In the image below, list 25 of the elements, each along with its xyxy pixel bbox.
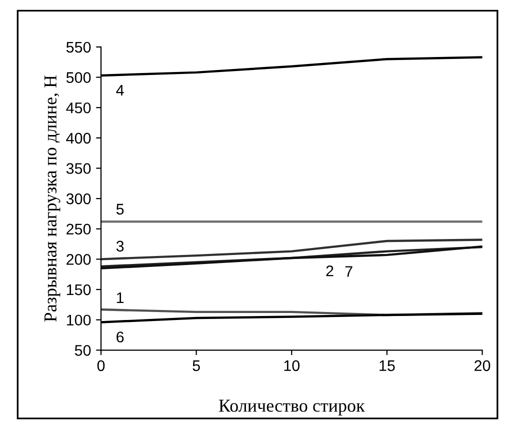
y-tick-label: 250 xyxy=(66,224,91,235)
y-tick-label: 500 xyxy=(66,72,91,83)
annotation: 2 xyxy=(326,266,334,276)
x-tick-label: 5 xyxy=(192,360,200,372)
y-axis-title: Разрывная нагрузка по длине, Н xyxy=(44,75,60,322)
y-tick-label: 150 xyxy=(66,284,91,296)
x-tick-label: 20 xyxy=(474,360,490,372)
y-tick-label: 400 xyxy=(66,132,91,144)
y-tick-label: 200 xyxy=(66,254,91,265)
annotation: 5 xyxy=(116,204,124,215)
y-tick-label: 350 xyxy=(66,163,91,174)
x-tick-label: 15 xyxy=(380,360,395,372)
y-tick-label: 100 xyxy=(66,314,91,326)
y-tick-label: 300 xyxy=(66,193,91,204)
y-tick-label: 50 xyxy=(74,345,91,356)
annotation: 6 xyxy=(116,332,124,342)
annotation: 1 xyxy=(116,292,124,303)
annotation: 4 xyxy=(116,84,124,96)
annotation: 3 xyxy=(116,240,124,252)
x-tick-label: 0 xyxy=(97,360,105,372)
annotation: 7 xyxy=(345,266,352,277)
x-axis-title: Количество стирок xyxy=(218,400,365,416)
y-tick-label: 450 xyxy=(66,102,91,114)
y-tick-label: 550 xyxy=(66,42,91,53)
x-tick-label: 10 xyxy=(284,360,300,372)
